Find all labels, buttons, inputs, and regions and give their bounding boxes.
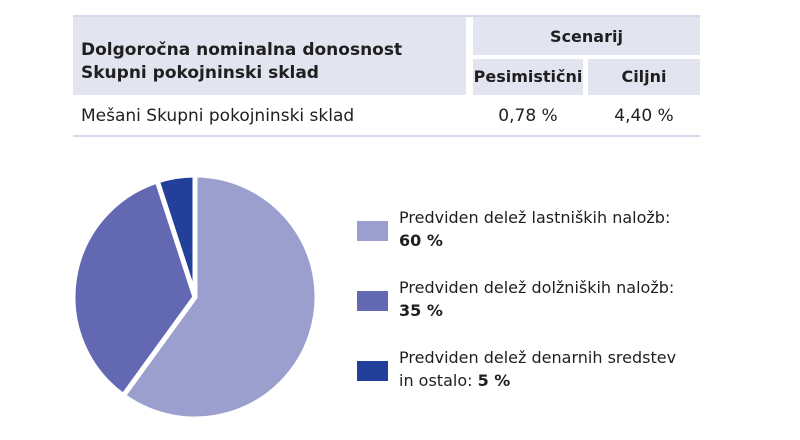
legend-value-denarna: 5 % <box>477 371 511 390</box>
ciljni-header: Ciljni <box>621 67 667 86</box>
pie-legend: Predviden delež lastniških naložb: 60 % … <box>357 206 757 416</box>
legend-item-dolzniske: Predviden delež dolžniških naložb: 35 % <box>357 276 757 346</box>
legend-value-dolzniske: 35 % <box>399 301 443 320</box>
allocation-pie-chart <box>70 175 320 422</box>
legend-value-lastniske: 60 % <box>399 231 443 250</box>
header-cell-scenarij <box>473 15 700 55</box>
table-top-rule <box>73 15 700 17</box>
header-title-line1: Dolgoročna nominalna donosnost <box>81 40 403 60</box>
pesimisticni-header: Pesimistični <box>473 67 583 86</box>
returns-table: Dolgoročna nominalna donosnost Skupni po… <box>73 15 700 137</box>
header-cell-pesimisticni <box>473 59 583 95</box>
pie-slice-dolzniske <box>70 178 198 399</box>
legend-swatch-lastniske <box>357 221 388 241</box>
header-title-line2: Skupni pokojninski sklad <box>81 63 319 83</box>
header-cell-title <box>73 15 466 95</box>
legend-swatch-denarna <box>357 361 388 381</box>
row-value-pesimisticni: 0,78 % <box>498 106 558 126</box>
table-bottom-rule <box>73 135 700 137</box>
row-value-ciljni: 4,40 % <box>614 106 674 126</box>
pie-slice-lastniske <box>120 175 320 422</box>
row-label: Mešani Skupni pokojninski sklad <box>81 106 355 126</box>
legend-text-dolzniske: Predviden delež dolžniških naložb: <box>399 278 675 297</box>
legend-text-denarna-line2: in ostalo: <box>399 371 478 390</box>
legend-item-lastniske: Predviden delež lastniških naložb: 60 % <box>357 206 757 276</box>
legend-text-denarna: Predviden delež denarnih sredstev <box>399 348 677 367</box>
pie-slice-denarna <box>154 175 198 300</box>
scenarij-header: Scenarij <box>550 27 623 46</box>
table-header-title: Dolgoročna nominalna donosnost Skupni po… <box>81 39 402 85</box>
legend-swatch-dolzniske <box>357 291 388 311</box>
legend-text-lastniske: Predviden delež lastniških naložb: <box>399 208 671 227</box>
legend-item-denarna: Predviden delež denarnih sredstev in ost… <box>357 346 757 416</box>
header-cell-ciljni <box>588 59 700 95</box>
